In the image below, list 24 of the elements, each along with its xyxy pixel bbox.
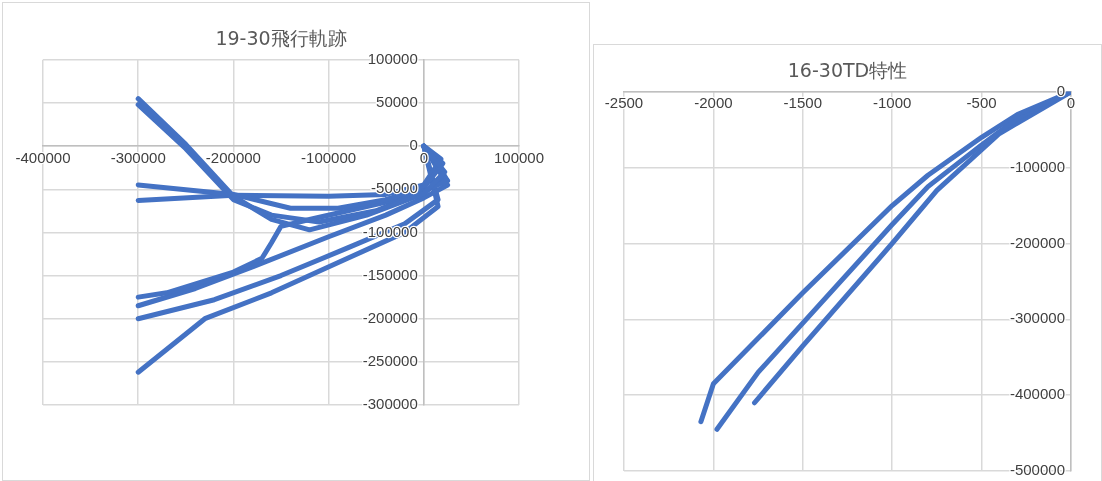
x-tick-label: -200000 bbox=[205, 148, 261, 166]
x-tick-label: -1000 bbox=[873, 94, 912, 112]
x-tick-label: 100000 bbox=[493, 148, 545, 166]
x-tick-label: -300000 bbox=[110, 148, 166, 166]
y-tick-label: -200000 bbox=[1009, 233, 1065, 251]
y-tick-label: -150000 bbox=[362, 265, 418, 283]
chart-title: 19-30飛行軌跡 bbox=[215, 27, 347, 50]
x-tick-label: -500 bbox=[966, 94, 997, 112]
x-tick-label: 0 bbox=[1066, 94, 1076, 112]
y-tick-label: 50000 bbox=[376, 93, 418, 111]
y-tick-label: -200000 bbox=[362, 308, 418, 326]
x-tick-label: -100000 bbox=[301, 148, 357, 166]
y-tick-label: -250000 bbox=[362, 351, 418, 369]
x-tick-label: -400000 bbox=[15, 148, 71, 166]
y-tick-label: -300000 bbox=[362, 395, 418, 413]
x-tick-label: -2000 bbox=[694, 94, 733, 112]
x-tick-label: -2500 bbox=[604, 94, 644, 112]
y-tick-label: -500000 bbox=[1009, 461, 1065, 479]
y-tick-label: 0 bbox=[409, 136, 418, 154]
x-tick-label: -1500 bbox=[783, 94, 822, 112]
y-tick-label: -300000 bbox=[1009, 309, 1065, 327]
y-tick-label: 100000 bbox=[367, 49, 418, 67]
chart-title: 16-30TD特性 bbox=[787, 59, 908, 82]
y-tick-label: -400000 bbox=[1009, 385, 1065, 403]
